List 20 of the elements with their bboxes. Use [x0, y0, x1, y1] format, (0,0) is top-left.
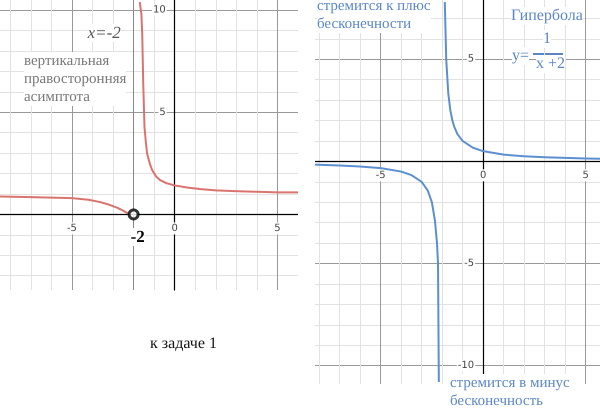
y-tick-label: 10 — [152, 4, 166, 16]
annotation: Гипербола — [511, 7, 583, 25]
x-tick-label: 5 — [274, 222, 281, 234]
x-tick-label: 0 — [172, 222, 178, 234]
x-tick-label: 5 — [582, 170, 589, 181]
annotation: -2 — [130, 227, 145, 246]
annotation: 1 — [543, 30, 551, 48]
annotation: стремится в минус бесконечность — [450, 374, 570, 410]
annotation: x +2 — [536, 55, 566, 73]
x-tick-label: -5 — [376, 170, 386, 181]
y-tick-label: -5 — [464, 258, 474, 269]
y-tick-label: -10 — [458, 360, 474, 372]
annotation: y= — [512, 47, 530, 65]
ref-line-label: x=-2 — [88, 23, 121, 42]
text: к задаче 1 — [150, 335, 217, 353]
x-tick-label: 0 — [480, 170, 486, 181]
y-tick-label: 5 — [468, 54, 474, 65]
annotation: вертикальная правосторонняя асимптота — [24, 52, 126, 106]
x-tick-label: -5 — [66, 222, 77, 234]
annotation: стремится к плюс бесконечности — [317, 0, 431, 33]
